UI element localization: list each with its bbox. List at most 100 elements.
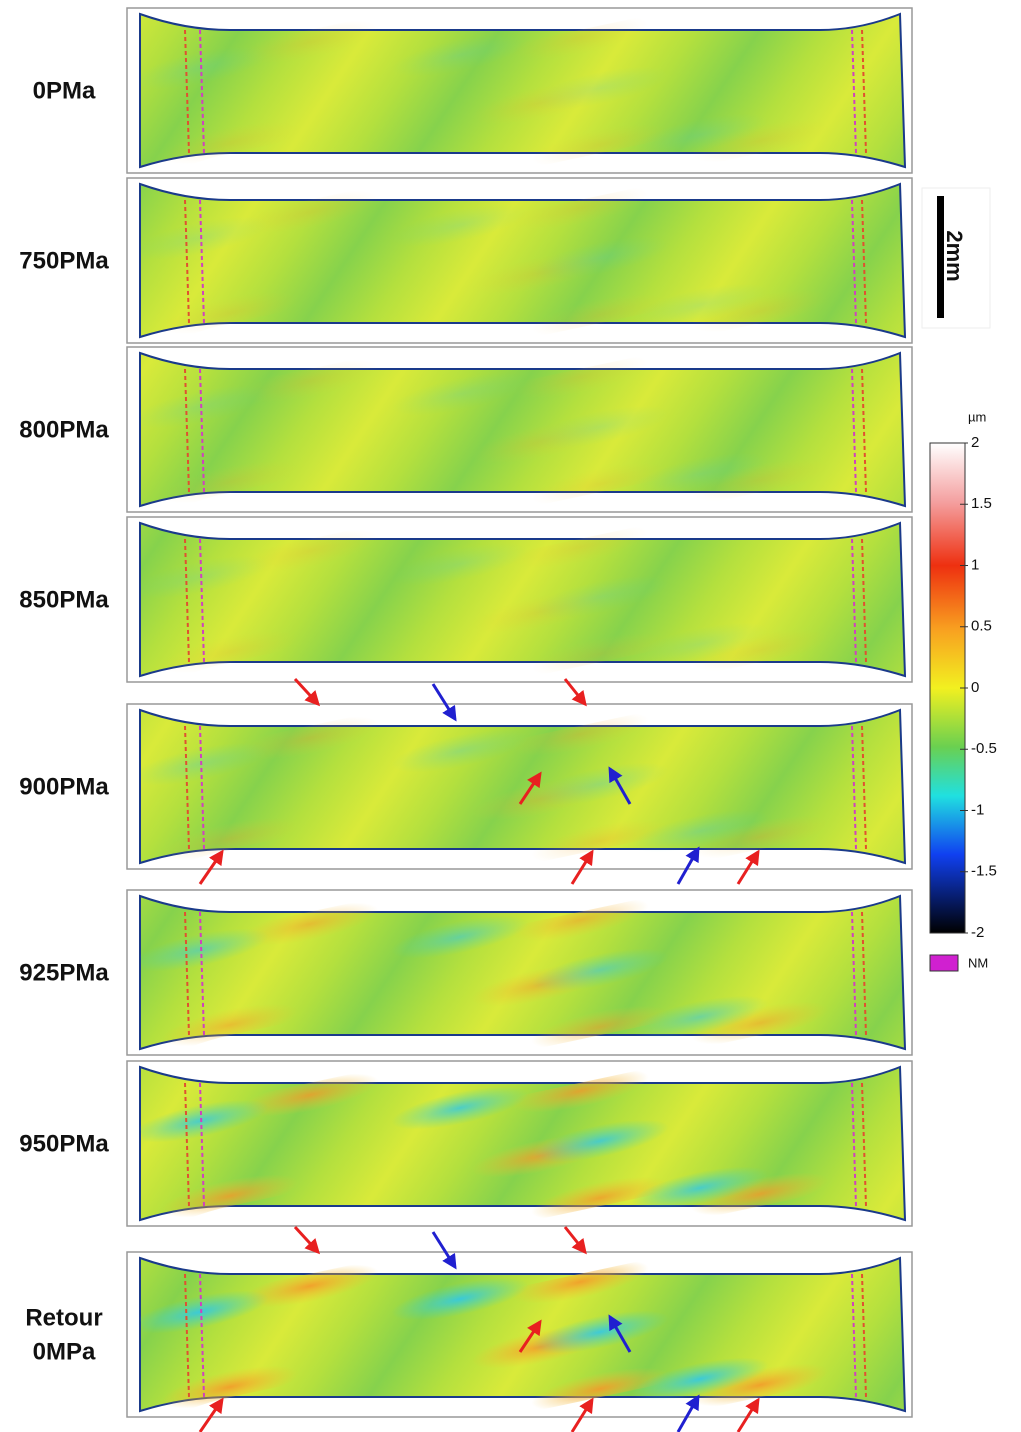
arrow (431, 683, 457, 722)
scale-label: 2mm (942, 230, 967, 281)
feature (391, 915, 529, 959)
feature (691, 458, 829, 502)
feature (631, 622, 769, 666)
panel: 800PMa (19, 346, 913, 513)
arrow (293, 1225, 321, 1255)
nm-label: NM (968, 955, 988, 970)
arrow (676, 846, 700, 885)
colorbar-tick-label: -2 (971, 924, 984, 941)
arrow (518, 771, 542, 805)
feature (531, 236, 669, 280)
feature (161, 817, 299, 861)
feature (391, 33, 529, 77)
feature (391, 372, 529, 416)
panel-label: Retour (25, 1305, 102, 1332)
feature (391, 203, 529, 247)
scale-bar: 2mm (921, 187, 991, 329)
feature (511, 712, 649, 756)
arrow (431, 1231, 457, 1270)
feature (631, 452, 769, 496)
feature (131, 385, 269, 429)
arrow (676, 1394, 700, 1432)
arrow (563, 678, 587, 707)
panel-label: 950PMa (19, 1131, 109, 1158)
feature (241, 716, 379, 760)
panel-label: 0PMa (33, 78, 96, 105)
feature (531, 1310, 669, 1354)
feature (531, 123, 669, 167)
arrow (736, 849, 760, 885)
feature (131, 742, 269, 786)
feature (161, 1003, 299, 1047)
panel: 850PMa (19, 516, 913, 683)
feature (531, 575, 669, 619)
arrow (293, 677, 321, 707)
panel: 925PMa (19, 889, 913, 1056)
feature (631, 113, 769, 157)
feature (691, 289, 829, 333)
feature (691, 1001, 829, 1045)
feature (691, 119, 829, 163)
feature (241, 902, 379, 946)
feature (691, 628, 829, 672)
feature (691, 1172, 829, 1216)
panel-label: 800PMa (19, 417, 109, 444)
colorbar-tick-label: -0.5 (971, 740, 997, 757)
feature (531, 66, 669, 110)
feature (391, 1277, 529, 1321)
feature (131, 46, 269, 90)
arrow (608, 1314, 632, 1353)
feature (131, 555, 269, 599)
panel-label: 900PMa (19, 774, 109, 801)
colorbar (929, 442, 966, 934)
feature (131, 928, 269, 972)
feature (511, 355, 649, 399)
feature (161, 460, 299, 504)
panel: Retour 0MPa (25, 1251, 913, 1418)
arrow (198, 1397, 224, 1432)
feature (531, 819, 669, 863)
feature (531, 1176, 669, 1220)
arrow (198, 849, 224, 885)
nm-swatch (929, 954, 959, 972)
feature (531, 1119, 669, 1163)
colorbar-tick-label: 0 (971, 679, 979, 696)
feature (631, 1166, 769, 1210)
feature (511, 1069, 649, 1113)
feature (131, 216, 269, 260)
feature (241, 529, 379, 573)
feature (531, 1367, 669, 1411)
colorbar-tick-label: 0.5 (971, 618, 992, 635)
feature (511, 525, 649, 569)
panel-label: 850PMa (19, 587, 109, 614)
scale-line (937, 196, 944, 318)
panel: 0PMa (33, 7, 913, 174)
colorbar-tick-label: 1.5 (971, 495, 992, 512)
panel: 750PMa (19, 177, 913, 344)
arrow (608, 766, 632, 805)
feature (391, 542, 529, 586)
feature (631, 1357, 769, 1401)
feature (531, 405, 669, 449)
feature (511, 1260, 649, 1304)
feature (511, 898, 649, 942)
feature (241, 190, 379, 234)
feature (131, 1290, 269, 1334)
feature (631, 809, 769, 853)
feature (391, 1086, 529, 1130)
panel: 900PMa (19, 703, 913, 870)
feature (531, 632, 669, 676)
feature (161, 1365, 299, 1409)
feature (531, 1005, 669, 1049)
arrow (570, 849, 594, 885)
feature (241, 1073, 379, 1117)
feature (531, 948, 669, 992)
feature (531, 762, 669, 806)
arrow (736, 1397, 760, 1432)
colorbar-tick-label: -1.5 (971, 863, 997, 880)
feature (161, 121, 299, 165)
arrow (563, 1226, 587, 1255)
feature (631, 995, 769, 1039)
panel-label: 0MPa (33, 1339, 96, 1366)
